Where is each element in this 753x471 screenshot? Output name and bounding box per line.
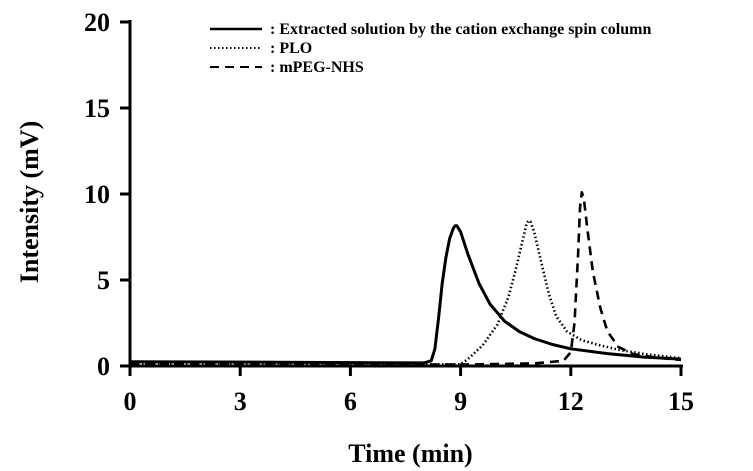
y-ticks: 0 5 10 15 20: [84, 8, 130, 381]
y-tick-label: 5: [97, 266, 110, 295]
legend-label-3: : mPEG-NHS: [270, 59, 364, 76]
y-tick-label: 0: [97, 352, 110, 381]
legend-label-1: : Extracted solution by the cation excha…: [270, 21, 651, 38]
series-line-3: [129, 191, 682, 366]
y-tick-label: 15: [84, 94, 110, 123]
legend: : Extracted solution by the cation excha…: [210, 21, 651, 76]
x-axis-title: Time (min): [348, 439, 472, 468]
x-tick-label: 0: [124, 387, 137, 416]
x-tick-label: 15: [668, 387, 694, 416]
y-tick-label: 20: [84, 8, 110, 37]
axes: 0 5 10 15 20 0 3 6 9 12 15: [84, 8, 694, 416]
x-ticks: 0 3 6 9 12 15: [124, 366, 694, 416]
x-tick-label: 9: [454, 387, 467, 416]
x-tick-label: 3: [234, 387, 247, 416]
x-tick-label: 6: [344, 387, 357, 416]
series-line-1: [129, 224, 682, 365]
y-tick-label: 10: [84, 180, 110, 209]
y-axis-title: Intensity (mV): [15, 121, 44, 284]
series-group: [129, 191, 682, 366]
x-tick-label: 12: [558, 387, 584, 416]
legend-label-2: : PLO: [270, 40, 312, 57]
